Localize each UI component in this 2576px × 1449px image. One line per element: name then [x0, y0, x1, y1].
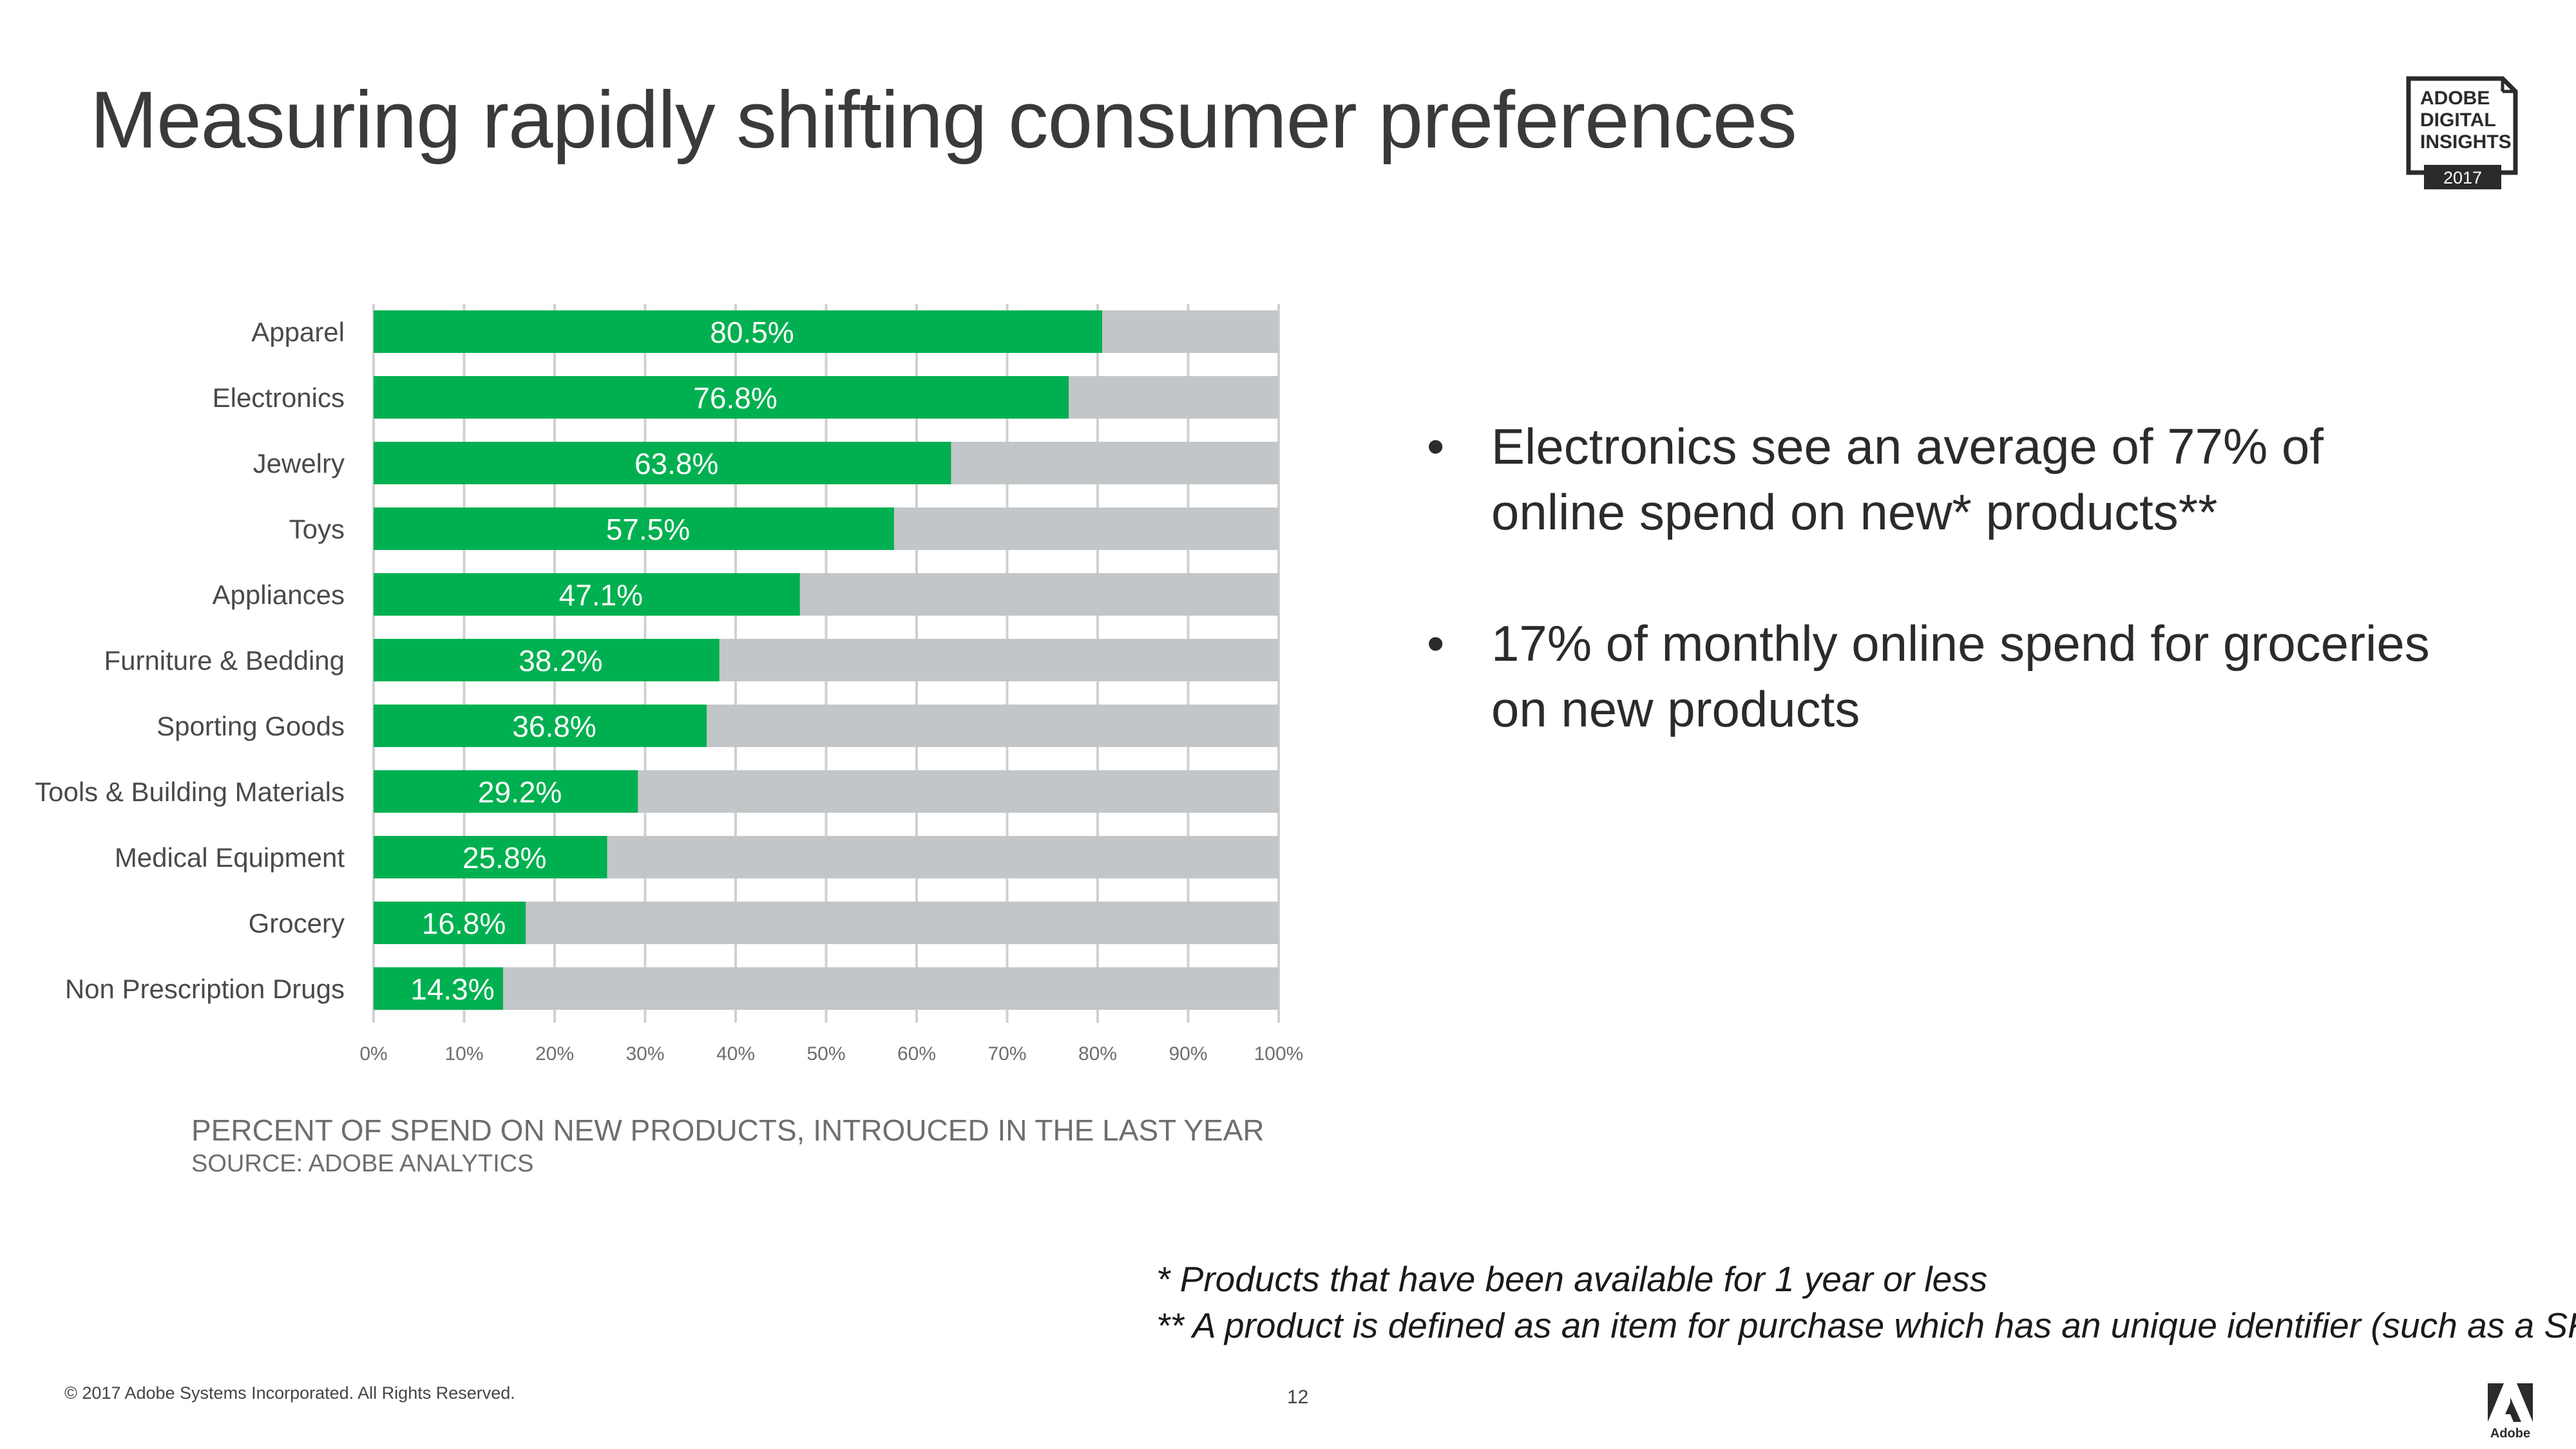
- bar: [374, 573, 800, 616]
- x-tick-label: 70%: [987, 1043, 1026, 1065]
- bullet-marker: •: [1427, 418, 1445, 475]
- data-label: 76.8%: [693, 381, 777, 415]
- x-tick-label: 60%: [897, 1043, 936, 1065]
- bullet-item: • 17% of monthly online spend for grocer…: [1427, 611, 2457, 742]
- svg-text:INSIGHTS: INSIGHTS: [2420, 131, 2512, 153]
- x-tick-label: 30%: [625, 1043, 664, 1065]
- bar: [374, 902, 526, 944]
- data-label: 16.8%: [422, 907, 506, 940]
- adobe-digital-insights-badge: ADOBE DIGITAL INSIGHTS 2017: [2406, 76, 2519, 191]
- x-tick-label: 80%: [1078, 1043, 1117, 1065]
- footnotes: * Products that have been available for …: [1156, 1256, 2576, 1349]
- category-label: Toys: [289, 514, 345, 544]
- bar: [374, 836, 607, 878]
- spend-bar-chart: Apparel 80.5% Electronics 76.8% Jewelry 63.8%…: [35, 304, 1304, 1065]
- data-label: 29.2%: [478, 775, 562, 809]
- footnote: ** A product is defined as an item for p…: [1156, 1305, 2576, 1345]
- bar: [374, 376, 1069, 419]
- category-label: Apparel: [251, 317, 345, 347]
- data-label: 36.8%: [512, 710, 596, 743]
- bullet-text: 17% of monthly online spend for grocerie…: [1491, 615, 2430, 737]
- svg-text:DIGITAL: DIGITAL: [2420, 109, 2496, 131]
- page-number: 12: [1287, 1387, 1309, 1408]
- adobe-logo: Adobe: [2488, 1383, 2533, 1441]
- bar: [374, 442, 951, 484]
- slide-title: Measuring rapidly shifting consumer pref…: [90, 75, 1797, 165]
- bullet-item: • Electronics see an average of 77% of o…: [1427, 413, 2457, 545]
- copyright-notice: © 2017 Adobe Systems Incorporated. All R…: [64, 1383, 515, 1403]
- category-label: Tools & Building Materials: [35, 777, 345, 807]
- footnote: * Products that have been available for …: [1156, 1259, 1988, 1299]
- data-label: 47.1%: [559, 578, 643, 612]
- x-tick-label: 50%: [806, 1043, 845, 1065]
- svg-text:ADOBE: ADOBE: [2420, 88, 2490, 109]
- x-tick-label: 20%: [535, 1043, 574, 1065]
- bar: [374, 967, 503, 1010]
- bar: [374, 770, 638, 813]
- data-label: 80.5%: [710, 316, 794, 349]
- bar: [374, 310, 1103, 353]
- data-label: 14.3%: [410, 972, 494, 1006]
- category-label: Medical Equipment: [115, 842, 345, 873]
- bar: [374, 507, 894, 550]
- data-label: 63.8%: [634, 447, 718, 480]
- category-label: Appliances: [213, 580, 345, 610]
- category-label: Jewelry: [253, 448, 345, 478]
- x-tick-label: 10%: [444, 1043, 483, 1065]
- category-label: Sporting Goods: [157, 711, 345, 741]
- badge-icon: ADOBE DIGITAL INSIGHTS 2017: [2406, 76, 2518, 189]
- x-tick-label: 40%: [716, 1043, 755, 1065]
- data-label: 25.8%: [463, 841, 546, 875]
- chart-source: SOURCE: ADOBE ANALYTICS: [191, 1150, 534, 1177]
- svg-text:Adobe: Adobe: [2490, 1426, 2530, 1441]
- bullet-text: Electronics see an average of 77% of onl…: [1491, 418, 2324, 540]
- category-label: Furniture & Bedding: [104, 645, 345, 676]
- adobe-logo-icon: Adobe: [2488, 1383, 2533, 1441]
- x-tick-label: 90%: [1169, 1043, 1207, 1065]
- bar: [374, 639, 720, 681]
- category-label: Electronics: [213, 383, 345, 413]
- x-tick-label: 0%: [359, 1043, 387, 1065]
- bar: [374, 705, 707, 747]
- bullet-list: • Electronics see an average of 77% of o…: [1427, 413, 2457, 808]
- category-label: Non Prescription Drugs: [65, 974, 345, 1004]
- x-tick-label: 100%: [1254, 1043, 1304, 1065]
- data-label: 57.5%: [606, 513, 690, 546]
- bar-track: [374, 967, 1279, 1010]
- chart-caption: PERCENT OF SPEND ON NEW PRODUCTS, INTROU…: [191, 1113, 1264, 1147]
- bullet-marker: •: [1427, 615, 1445, 672]
- category-label: Grocery: [249, 908, 345, 938]
- data-label: 38.2%: [519, 644, 602, 677]
- svg-text:2017: 2017: [2443, 168, 2482, 187]
